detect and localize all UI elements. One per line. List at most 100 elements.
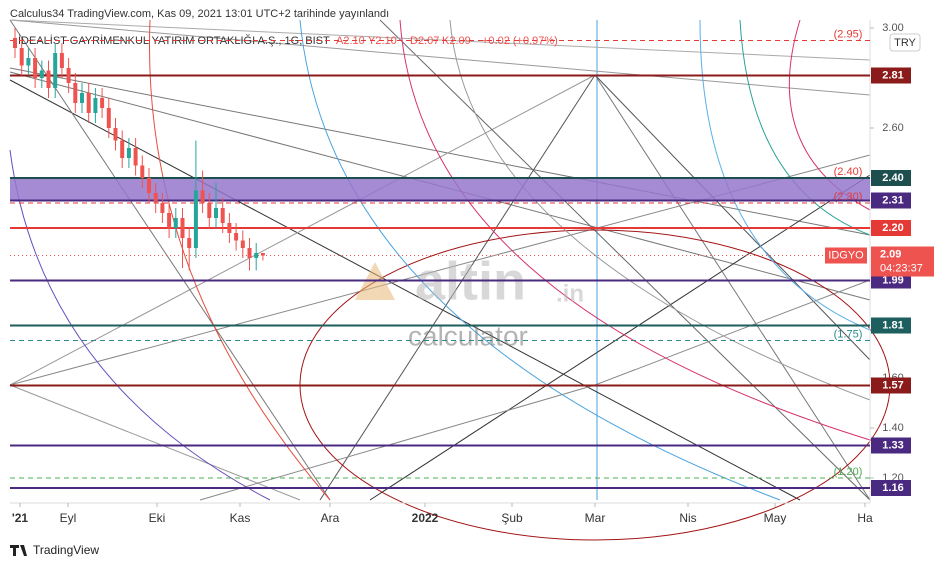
candle-body: [73, 83, 78, 103]
fan-line: [594, 74, 871, 501]
x-tick-label: Eyl: [60, 511, 77, 525]
level-label: 1.33: [882, 439, 903, 451]
trend-line: [9, 79, 801, 501]
last-price-box: [871, 246, 934, 277]
arc: [149, 19, 331, 501]
candle-body: [133, 148, 138, 166]
candle-body: [140, 165, 145, 178]
arc: [299, 19, 781, 501]
candle-body: [80, 93, 84, 103]
candle-body: [247, 248, 252, 258]
level-label-box: [871, 67, 911, 84]
level-label: 2.20: [882, 222, 903, 234]
candle-body: [59, 53, 64, 68]
fan-line: [9, 19, 871, 61]
fan-line: [9, 74, 596, 386]
level-label: 2.31: [882, 194, 903, 206]
fan-line: [319, 74, 596, 501]
x-tick-label: Nis: [679, 511, 696, 525]
ohlc-value: K2.09: [442, 35, 471, 47]
ohlc-value: +0.02 (+0.97%): [482, 35, 558, 47]
candle-body: [220, 208, 225, 223]
x-tick-label: 2022: [412, 511, 439, 525]
arc: [9, 149, 271, 501]
candle-body: [19, 48, 24, 66]
candle-body: [106, 108, 111, 128]
x-tick-label: Eki: [149, 511, 166, 525]
candle-body: [13, 38, 17, 48]
arc: [699, 19, 871, 331]
level-label: 1.57: [882, 379, 903, 391]
candle-body: [93, 98, 98, 113]
arc: [739, 19, 871, 236]
candle-body: [173, 218, 178, 228]
candle-body: [193, 190, 198, 248]
watermark: altin .in calculator: [355, 251, 584, 351]
fan-line: [594, 279, 871, 386]
currency: TRY: [894, 37, 916, 49]
level-label: 1.16: [882, 482, 903, 494]
candle-body: [53, 53, 58, 88]
level-label: (1.20): [834, 466, 863, 478]
y-tick-label: 2.60: [882, 122, 903, 134]
ohlc-value: A2.10: [336, 35, 365, 47]
zone: [10, 178, 870, 201]
x-tick-label: '21: [12, 511, 29, 525]
candle-body: [126, 148, 131, 158]
candle-body: [260, 253, 265, 256]
last-price-label: 2.09: [880, 248, 901, 260]
x-tick-label: Mar: [585, 511, 606, 525]
candle-body: [26, 58, 31, 66]
x-tick-label: Şub: [501, 511, 523, 525]
candle-body: [46, 70, 51, 88]
trend-line: [9, 67, 871, 236]
candle-body: [100, 98, 105, 108]
candle-body: [214, 208, 218, 218]
level-label-box: [871, 220, 911, 236]
fan-line: [379, 19, 871, 501]
arc: [399, 19, 871, 441]
level-label-box: [871, 317, 911, 334]
level-label: (1.75): [834, 328, 863, 340]
symbol-box: [825, 247, 867, 264]
candle-body: [120, 140, 125, 158]
currency-box: [889, 33, 921, 52]
level-label-box: [871, 192, 911, 209]
level-label-box: [871, 377, 911, 394]
candle-body: [147, 178, 151, 193]
x-tick-label: Ara: [321, 511, 340, 525]
y-tick-label: 3.00: [882, 22, 903, 34]
candle-body: [254, 253, 259, 258]
symbol-label: IDGYO: [828, 249, 864, 261]
candle-body: [33, 58, 38, 78]
arc: [449, 19, 871, 401]
candle-body: [39, 70, 44, 78]
fan-line: [9, 384, 301, 501]
candle-body: [167, 213, 172, 228]
fan-line: [9, 19, 871, 96]
level-label-box: [871, 480, 911, 496]
candle-body: [160, 203, 165, 213]
x-tick-label: May: [764, 511, 787, 525]
level-label: 2.81: [882, 69, 903, 81]
footer-brand: TradingView: [33, 543, 99, 557]
candle-body: [86, 93, 91, 113]
candle-body: [113, 128, 118, 141]
level-label: (2.95): [834, 28, 863, 40]
candle-body: [187, 238, 192, 248]
fan-line: [199, 384, 596, 501]
candle-body: [153, 193, 158, 203]
candle-body: [200, 190, 205, 203]
level-label: 1.99: [882, 274, 903, 286]
level-label-box: [871, 170, 911, 186]
candle-body: [207, 203, 212, 218]
fan-line: [594, 74, 871, 361]
watermark-suffix: .in: [556, 280, 584, 307]
published-note: Calculus34 TradingView.com, Kas 09, 2021…: [10, 8, 389, 20]
x-tick-label: Kas: [230, 511, 251, 525]
fan-line: [9, 19, 331, 501]
candle-body: [227, 223, 232, 233]
